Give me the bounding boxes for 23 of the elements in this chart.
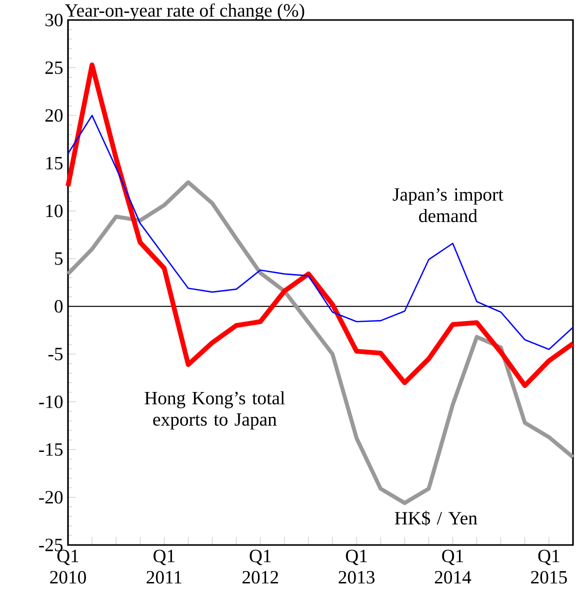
y-tick-label: 15	[46, 156, 63, 170]
series-label: HK$ / Yen	[394, 510, 478, 526]
y-tick-label: 10	[46, 204, 63, 218]
x-tick-label: Q1 2012	[242, 550, 278, 584]
y-axis-title: Year-on-year rate of change (%)	[64, 3, 304, 21]
y-tick-label: -15	[39, 443, 63, 456]
y-tick-label: 20	[45, 109, 63, 122]
line-series	[66, 180, 575, 505]
y-tick-label: 30	[46, 14, 63, 26]
x-tick-label: Q1 2011	[146, 550, 182, 584]
text: Hong Kong’s total exports to Japan	[144, 391, 285, 430]
x-tick-label: Q1 2013	[338, 550, 375, 584]
y-tick-label: -20	[39, 490, 63, 504]
x-tick-label: Q1 2014	[434, 550, 472, 584]
y-tick-label: 5	[55, 252, 63, 265]
line-series	[66, 62, 576, 388]
y-tick-label: -10	[39, 396, 63, 408]
x-tick-label: Q1 2015	[531, 550, 567, 584]
text: Japan’s import demand	[392, 188, 504, 222]
y-tick-label: -25	[39, 538, 63, 552]
y-tick-label: 0	[54, 300, 63, 313]
y-tick-label: -5	[48, 348, 63, 360]
y-tick-label: 25	[45, 61, 63, 74]
